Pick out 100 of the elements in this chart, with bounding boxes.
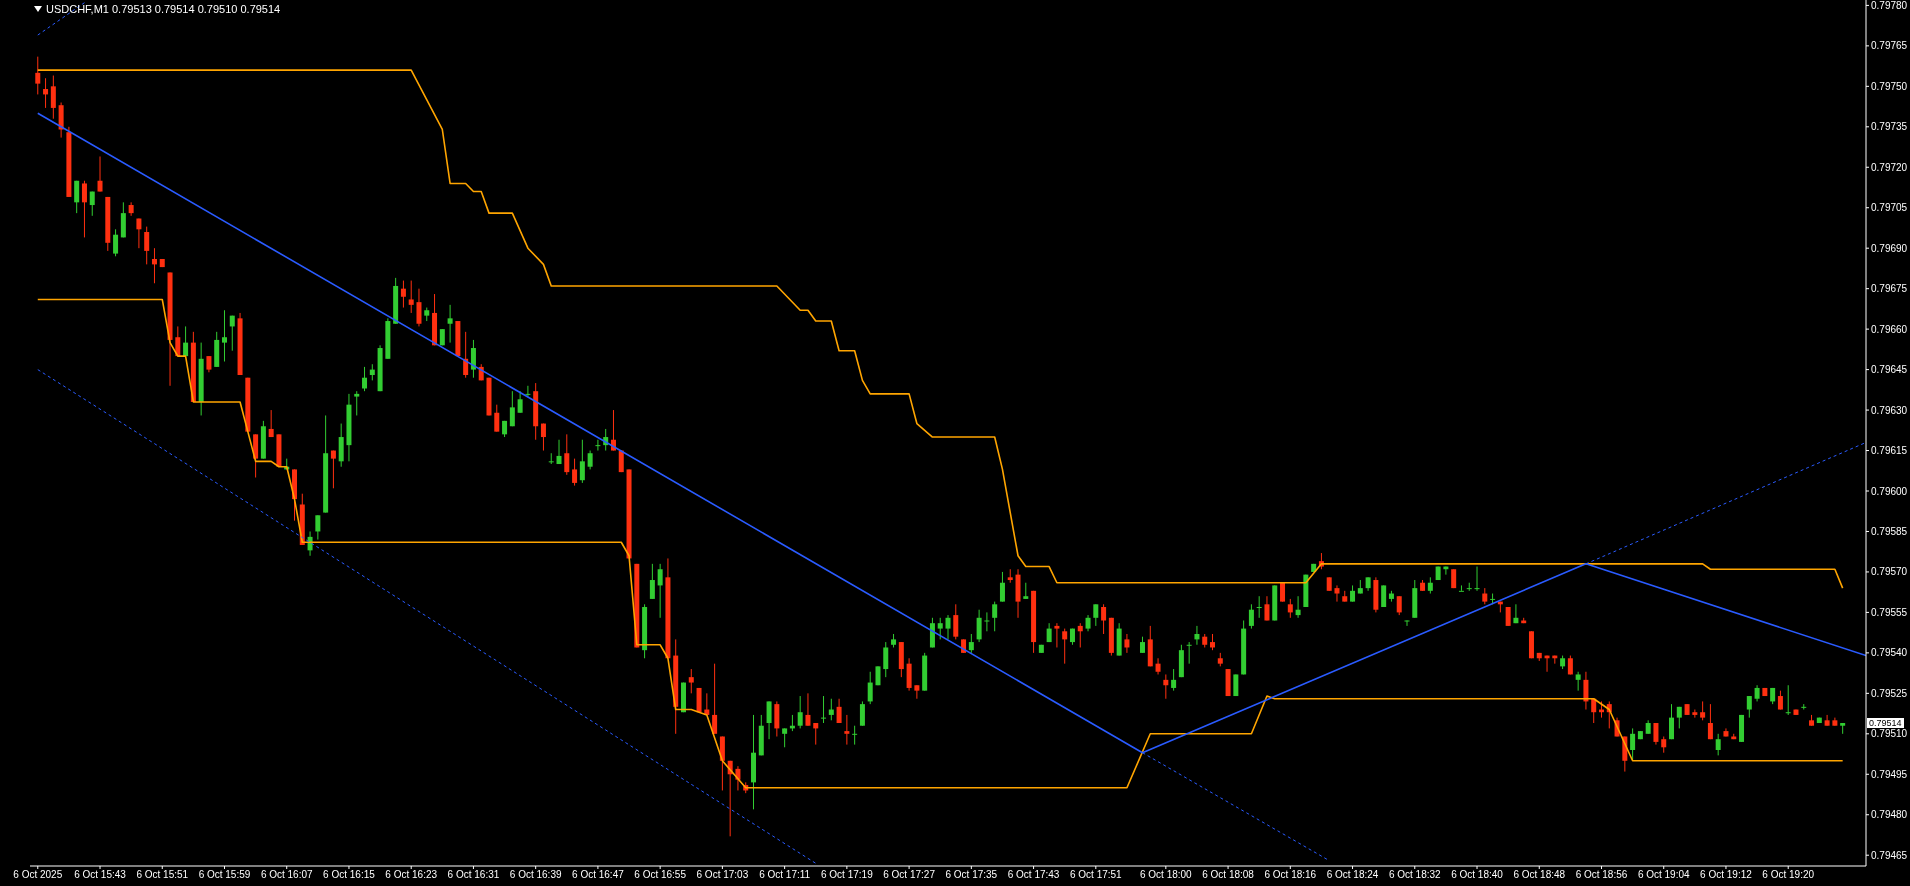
y-tick-label: 0.79735: [1871, 121, 1908, 133]
x-tick-label: 6 Oct 17:11: [759, 869, 811, 881]
candlestick: [1062, 628, 1068, 665]
candlestick: [766, 700, 772, 740]
x-tick-label: 6 Oct 16:07: [260, 869, 314, 881]
candlestick: [859, 700, 865, 727]
candlestick: [1264, 595, 1270, 621]
candlestick: [50, 75, 56, 120]
candlestick: [151, 247, 157, 284]
candlestick: [1077, 622, 1083, 648]
candlestick: [540, 423, 546, 452]
candlestick: [1396, 595, 1402, 616]
candlestick: [1458, 584, 1464, 592]
candlestick: [136, 218, 142, 249]
candlestick: [1054, 622, 1060, 648]
candlestick: [1256, 595, 1262, 619]
x-tick-label: 6 Oct 16:55: [634, 869, 687, 881]
candlestick: [229, 315, 235, 352]
y-tick-label: 0.79570: [1871, 566, 1908, 578]
candlestick: [470, 339, 476, 379]
candlestick: [579, 439, 585, 484]
candlestick: [1404, 620, 1410, 627]
candlestick: [175, 325, 181, 357]
candlestick: [509, 390, 515, 427]
x-tick-label: 6 Oct 17:27: [883, 869, 936, 881]
candlestick: [883, 641, 889, 678]
x-tick-label: 6 Oct 17:51: [1069, 869, 1123, 881]
y-tick-label: 0.79510: [1871, 728, 1908, 740]
candlestick: [937, 617, 943, 640]
y-tick-label: 0.79480: [1871, 809, 1908, 821]
candlestick: [315, 514, 321, 541]
x-tick-label: 6 Oct 17:03: [696, 869, 749, 881]
candlestick: [416, 288, 422, 327]
candlestick: [1248, 603, 1254, 630]
candlestick: [1287, 598, 1293, 619]
x-tick-label: 6 Oct 15:43: [74, 869, 127, 881]
candlestick: [525, 385, 531, 398]
candlestick: [976, 609, 982, 643]
x-tick-label: 6 Oct 16:47: [572, 869, 625, 881]
candlestick: [97, 155, 103, 193]
candlestick: [1801, 703, 1807, 711]
x-tick-label: 6 Oct 16:15: [323, 869, 376, 881]
y-tick-label: 0.79675: [1871, 283, 1908, 295]
x-tick-label: 6 Oct 18:56: [1575, 869, 1628, 881]
candlestick: [362, 366, 368, 392]
y-tick-label: 0.79780: [1871, 0, 1908, 11]
x-tick-label: 6 Oct 18:24: [1326, 869, 1379, 881]
candlestick: [688, 668, 694, 694]
candlestick: [1715, 733, 1721, 756]
x-tick-label: 6 Oct 17:35: [945, 869, 998, 881]
y-tick-label: 0.79585: [1871, 526, 1908, 538]
y-tick-label: 0.79525: [1871, 687, 1908, 699]
x-tick-label: 6 Oct 18:08: [1202, 869, 1255, 881]
candlestick: [805, 692, 811, 727]
y-tick-label: 0.79540: [1871, 647, 1908, 659]
candlestick: [813, 722, 819, 746]
candlestick: [914, 684, 920, 700]
candlestick: [844, 714, 850, 746]
x-tick-label: 6 Oct 16:23: [385, 869, 438, 881]
candlestick: [712, 663, 718, 735]
candlestick: [81, 180, 87, 238]
line-series: [36, 69, 1844, 589]
candlestick: [984, 611, 990, 632]
x-tick-label: 6 Oct 18:40: [1451, 869, 1504, 881]
candlestick: [1474, 566, 1480, 592]
candlestick: [595, 439, 601, 452]
x-tick-label: 6 Oct 16:39: [509, 869, 562, 881]
candlestick: [1746, 695, 1752, 719]
y-tick-label: 0.79690: [1871, 242, 1908, 254]
candlestick: [74, 180, 80, 214]
y-tick-label: 0.79750: [1871, 80, 1908, 92]
x-tick-label: 6 Oct 2025: [13, 869, 63, 881]
candlestick: [89, 191, 95, 217]
candlestick: [494, 404, 500, 433]
candlestick: [268, 409, 274, 438]
candlestick: [945, 614, 951, 640]
candlestick: [649, 563, 655, 600]
candlestick: [564, 433, 570, 476]
line-series: [36, 298, 1844, 789]
candlestick: [1295, 595, 1301, 619]
candlestick: [1575, 671, 1581, 692]
candlestick: [1653, 722, 1659, 746]
y-tick-label: 0.79615: [1871, 445, 1908, 457]
candlestick: [968, 633, 974, 654]
candlestick: [657, 563, 663, 619]
y-tick-label: 0.79630: [1871, 404, 1908, 416]
candlestick: [999, 571, 1005, 603]
x-tick-label: 6 Oct 19:12: [1700, 869, 1753, 881]
candlestick: [836, 698, 842, 724]
candlestick: [408, 280, 414, 314]
candlestick: [1186, 641, 1192, 665]
candlestick: [1630, 727, 1636, 762]
candlestick: [548, 452, 554, 465]
candlestick: [1824, 714, 1830, 727]
candlestick: [821, 695, 827, 724]
candlestick: [587, 450, 593, 470]
candlestick: [517, 390, 523, 414]
candlestick: [992, 601, 998, 632]
candlestick: [1093, 603, 1099, 627]
candlestick: [1334, 584, 1340, 603]
